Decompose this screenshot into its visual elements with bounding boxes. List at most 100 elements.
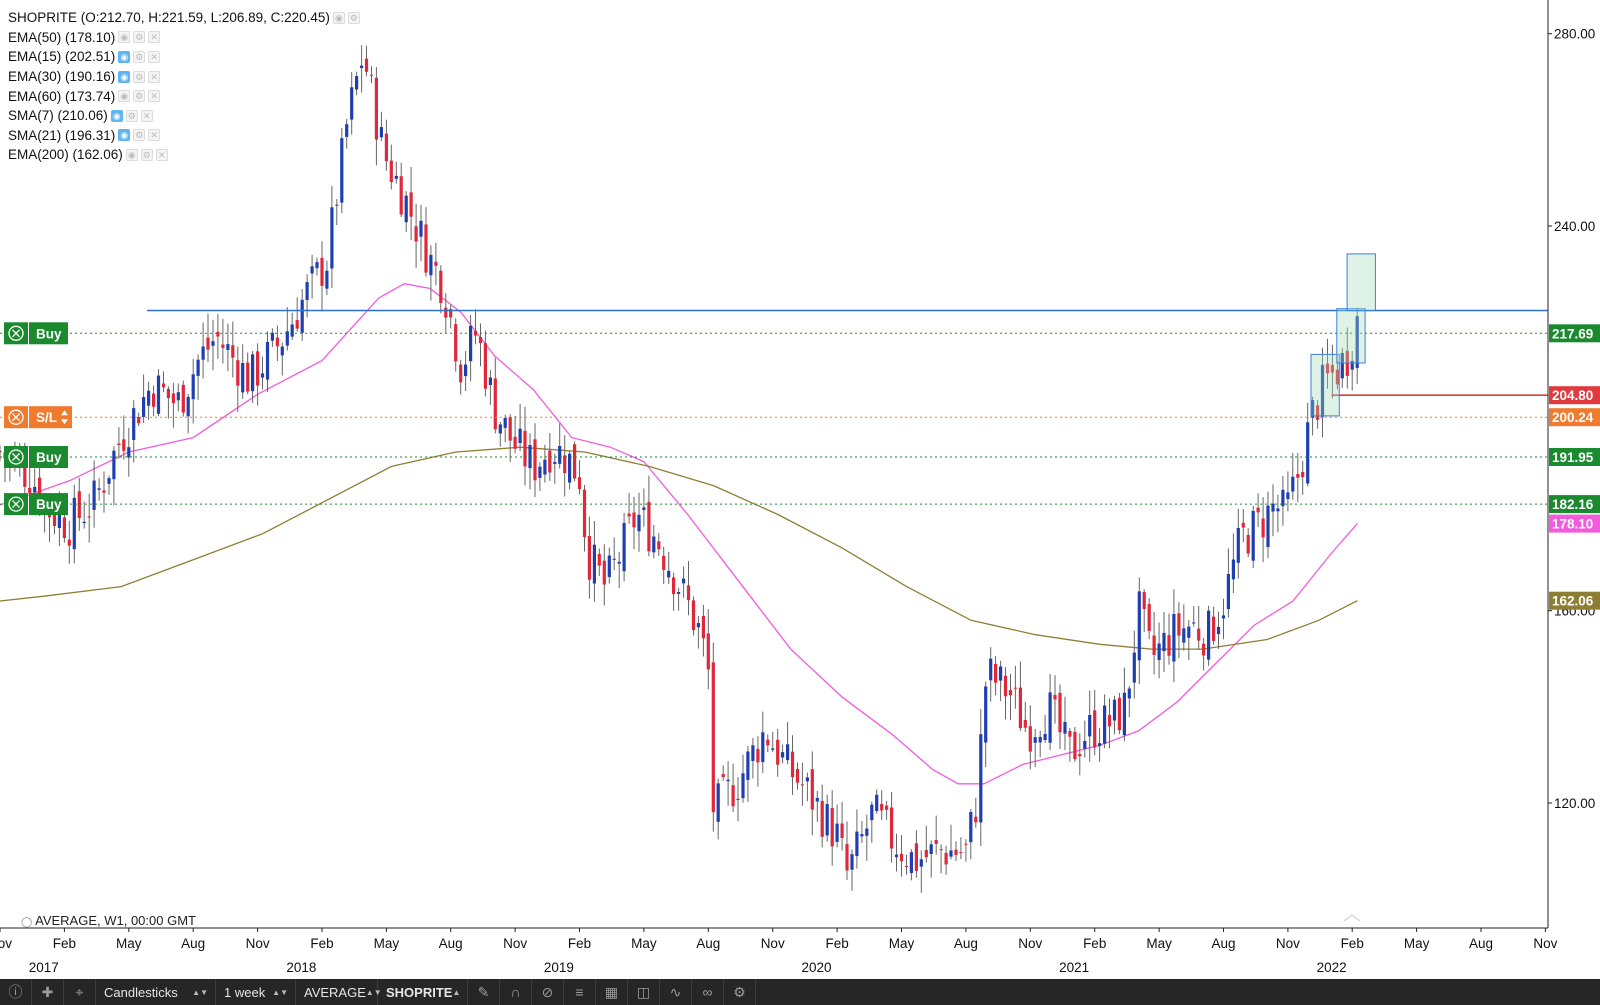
close-icon[interactable]: ✕ <box>148 70 161 83</box>
magnet-icon[interactable]: ∩ <box>500 979 532 1005</box>
candle <box>0 445 2 461</box>
eye-icon[interactable]: ◉ <box>332 11 345 24</box>
candle <box>553 453 557 484</box>
eye-icon[interactable]: ◉ <box>125 148 138 161</box>
settings-icon[interactable]: ⚙ <box>133 129 146 142</box>
settings-icon[interactable]: ⚙ <box>133 90 146 103</box>
candle <box>558 423 562 469</box>
range-box[interactable] <box>1336 308 1366 364</box>
horizontal-lines <box>0 309 1548 505</box>
timeframe-select[interactable]: 1 week ▲▼ <box>216 979 296 1005</box>
close-icon[interactable]: ✕ <box>148 31 161 44</box>
month-label: Feb <box>1083 936 1106 951</box>
template-icon[interactable]: ◫ <box>628 979 660 1005</box>
crosshair-icon[interactable]: ✚ <box>32 979 64 1005</box>
price-tag-label: 178.10 <box>1552 517 1593 532</box>
candle <box>1172 589 1176 683</box>
account-select[interactable]: AVERAGE ▲▼ <box>296 979 382 1005</box>
grid-icon[interactable]: ▦ <box>596 979 628 1005</box>
chevron-up-icon[interactable] <box>61 410 68 416</box>
candle <box>260 356 265 390</box>
candle <box>147 381 151 420</box>
close-icon[interactable]: ✕ <box>140 109 153 122</box>
candle <box>285 307 289 351</box>
settings-icon[interactable]: ⚙ <box>133 70 146 83</box>
candle <box>969 809 973 860</box>
candle <box>117 427 121 459</box>
candle <box>498 421 502 447</box>
candle <box>1182 604 1186 651</box>
candle <box>840 801 844 851</box>
settings-icon[interactable]: ⚙ <box>125 109 138 122</box>
chevron-down-icon[interactable] <box>61 419 68 425</box>
candle <box>1043 714 1047 743</box>
buy-order-button[interactable]: Buy <box>4 493 68 516</box>
candle <box>602 544 606 606</box>
candle <box>434 242 438 286</box>
eye-icon[interactable]: ◉ <box>118 90 131 103</box>
month-label: Nov <box>761 936 785 951</box>
candle <box>1316 400 1320 429</box>
candle <box>637 492 641 552</box>
candle <box>1271 484 1275 537</box>
candle <box>1330 344 1334 399</box>
candle <box>756 736 760 787</box>
candle <box>414 203 418 268</box>
candle <box>815 791 819 822</box>
close-icon[interactable]: ✕ <box>148 129 161 142</box>
candle <box>939 844 943 874</box>
chart-type-select[interactable]: Candlesticks ▲▼ <box>96 979 216 1005</box>
candle <box>449 304 453 329</box>
trade-button-label: Buy <box>36 450 62 465</box>
time-axis: Nov Feb May Aug Nov Feb May Aug Nov Feb May Aug Nov F… <box>0 928 1558 975</box>
eye-icon[interactable]: ◉ <box>118 31 131 44</box>
candle <box>256 343 260 406</box>
buy-order-button[interactable]: Buy <box>4 322 68 345</box>
eye-icon[interactable]: ◉ <box>118 129 131 142</box>
close-icon[interactable]: ✕ <box>148 50 161 63</box>
eye-icon[interactable]: ◉ <box>118 50 131 63</box>
eye-icon[interactable]: ◉ <box>118 70 131 83</box>
candle <box>1340 347 1344 388</box>
settings-icon[interactable]: ⚙ <box>133 50 146 63</box>
settings-icon[interactable]: ⚙ <box>140 148 153 161</box>
candle <box>587 516 591 599</box>
info-icon[interactable]: ⓘ <box>0 979 32 1005</box>
candle <box>384 119 388 171</box>
layers-icon[interactable]: ≡ <box>564 979 596 1005</box>
range-box[interactable] <box>1310 353 1340 417</box>
candle <box>890 792 894 863</box>
candle <box>270 328 274 347</box>
indicator-legend: SHOPRITE (O:212.70, H:221.59, L:206.89, … <box>8 8 360 165</box>
candle <box>191 359 195 424</box>
settings-icon[interactable]: ⚙ <box>133 31 146 44</box>
month-label: Nov <box>503 936 527 951</box>
candle <box>518 404 522 451</box>
month-label: Feb <box>1341 936 1364 951</box>
close-icon[interactable]: ✕ <box>148 90 161 103</box>
link-icon[interactable]: ∞ <box>692 979 724 1005</box>
candle <box>894 833 899 872</box>
hide-icon[interactable]: ⊘ <box>532 979 564 1005</box>
gear-icon[interactable]: ⚙ <box>724 979 756 1005</box>
legend-indicator-row: EMA(60) (173.74) ◉ ⚙ ✕ <box>8 86 360 106</box>
candle <box>1296 452 1300 503</box>
indicator-icon[interactable]: ∿ <box>660 979 692 1005</box>
buy-order-button[interactable]: Buy <box>4 446 68 468</box>
eye-icon[interactable]: ◉ <box>110 109 123 122</box>
bottom-toolbar: ⓘ ✚ ⌖ Candlesticks ▲▼ 1 week ▲▼ AVERAGE ▲▼ … <box>0 979 1600 1005</box>
symbol-select[interactable]: SHOPRITE ▲ <box>378 979 468 1005</box>
candle <box>379 111 383 141</box>
crop-icon[interactable]: ⌖ <box>64 979 96 1005</box>
month-label: Aug <box>439 936 463 951</box>
candle <box>682 566 686 598</box>
candle <box>686 561 691 616</box>
stop-loss-button[interactable]: S/L <box>4 406 72 429</box>
pencil-icon[interactable]: ✎ <box>468 979 500 1005</box>
settings-icon[interactable]: ⚙ <box>347 11 360 24</box>
month-label: Feb <box>310 936 333 951</box>
candle <box>870 801 874 843</box>
range-box[interactable] <box>1346 253 1376 312</box>
close-icon[interactable]: ✕ <box>155 148 168 161</box>
